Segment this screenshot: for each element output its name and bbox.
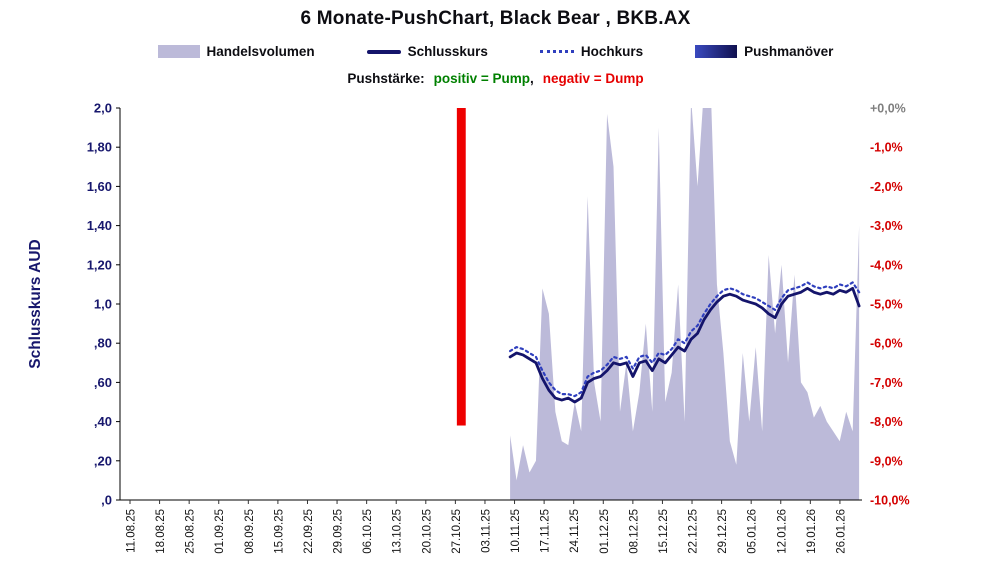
chart-title: 6 Monate-PushChart, Black Bear , BKB.AX <box>300 8 691 29</box>
x-tick-label: 10.11.25 <box>510 509 522 553</box>
y-right-tick-label: -8,0% <box>870 415 903 429</box>
legend-label: Schlusskurs <box>407 44 488 59</box>
y-right-tick-label: -10,0% <box>870 494 910 508</box>
y-left-tick-label: 1,40 <box>87 218 112 233</box>
x-tick-label: 29.09.25 <box>333 509 345 554</box>
x-tick-label: 15.09.25 <box>273 509 285 554</box>
y-left-tick-label: ,80 <box>94 336 112 351</box>
y-left-tick-label: ,0 <box>101 493 112 508</box>
legend-line-swatch-icon <box>366 49 401 54</box>
y-right-tick-label: -1,0% <box>870 141 903 155</box>
legend-item-3: Pushmanöver <box>695 44 833 59</box>
y-right-tick-label: +0,0% <box>870 102 906 116</box>
push-strength-note: Pushstärke: positiv = Pump, negativ = Dump <box>0 71 991 86</box>
x-tick-label: 08.09.25 <box>244 509 256 554</box>
y-right-tick-label: -3,0% <box>870 219 903 233</box>
x-tick-label: 19.01.26 <box>806 509 818 554</box>
push-strength-prefix: Pushstärke: <box>347 71 425 86</box>
y-left-tick-label: 1,60 <box>87 179 112 194</box>
dump-label: negativ = Dump <box>542 71 644 86</box>
legend-item-2: Hochkurs <box>539 44 644 59</box>
x-tick-label: 05.01.26 <box>747 509 759 554</box>
x-tick-label: 11.08.25 <box>126 509 138 553</box>
push-bar-dump <box>456 108 466 426</box>
legend-label: Handelsvolumen <box>206 44 315 59</box>
y-right-tick-label: -2,0% <box>870 180 903 194</box>
legend-area-swatch-icon <box>157 45 200 58</box>
push-bars <box>456 108 466 426</box>
x-tick-label: 13.10.25 <box>392 509 404 554</box>
legend-item-1: Schlusskurs <box>366 44 488 59</box>
y-right-tick-label: -4,0% <box>870 258 903 272</box>
y-right-tick-label: -7,0% <box>870 376 903 390</box>
x-tick-label: 25.08.25 <box>185 509 197 554</box>
y-left-tick-label: ,40 <box>94 414 112 429</box>
y-left-tick-label: 2,0 <box>94 101 112 116</box>
x-tick-label: 27.10.25 <box>451 509 463 554</box>
legend-label: Pushmanöver <box>744 44 834 59</box>
x-tick-label: 29.12.25 <box>717 509 729 554</box>
pump-label: positiv = Pump <box>433 71 531 86</box>
y-left-tick-label: 1,80 <box>87 140 112 155</box>
close-line <box>508 286 861 404</box>
x-tick-label: 22.09.25 <box>303 509 315 554</box>
x-tick-label: 12.01.26 <box>776 509 788 554</box>
x-tick-label: 15.12.25 <box>658 509 670 554</box>
y-axis-title: Schlusskurs AUD <box>27 239 44 369</box>
legend: Handelsvolumen Schlusskurs Hochkurs Pushman… <box>0 44 991 59</box>
x-tick-label: 22.12.25 <box>688 509 700 554</box>
y-right-tick-labels: +0,0% -1,0% -2,0% -3,0% -4,0% -5,0% -6,0% -7,0%… <box>870 102 910 508</box>
y-left-tick-labels: 2,0 1,80 1,60 1,40 1,20 1,0 ,80 ,60 ,40 ,20 ,0 <box>87 101 120 508</box>
x-tick-label: 06.10.25 <box>362 509 374 554</box>
x-tick-label: 17.11.25 <box>540 509 552 553</box>
y-right-tick-label: -9,0% <box>870 454 903 468</box>
y-right-tick-label: -6,0% <box>870 337 903 351</box>
x-tick-label: 18.08.25 <box>155 509 167 554</box>
x-tick-labels: 11.08.25 18.08.25 25.08.25 01.09.25 08.09.25… <box>126 500 847 554</box>
y-left-tick-label: ,20 <box>94 453 112 468</box>
x-tick-label: 26.01.26 <box>835 509 847 554</box>
x-tick-label: 01.09.25 <box>214 509 226 554</box>
x-tick-label: 01.12.25 <box>599 509 611 554</box>
x-tick-label: 08.12.25 <box>628 509 640 554</box>
y-right-tick-label: -5,0% <box>870 298 903 312</box>
legend-item-0: Handelsvolumen <box>157 44 315 59</box>
x-tick-label: 20.10.25 <box>421 509 433 554</box>
x-tick-label: 24.11.25 <box>569 509 581 553</box>
legend-bar-swatch-icon <box>695 45 738 58</box>
y-left-tick-label: ,60 <box>94 375 112 390</box>
y-left-tick-label: 1,20 <box>87 257 112 272</box>
volume-area <box>510 108 860 500</box>
push-strength-separator: , <box>530 71 534 86</box>
legend-dotted-swatch-icon <box>539 50 574 53</box>
high-line <box>509 281 861 398</box>
x-tick-label: 03.11.25 <box>480 509 492 553</box>
y-left-tick-label: 1,0 <box>94 297 112 312</box>
legend-label: Hochkurs <box>580 44 644 59</box>
